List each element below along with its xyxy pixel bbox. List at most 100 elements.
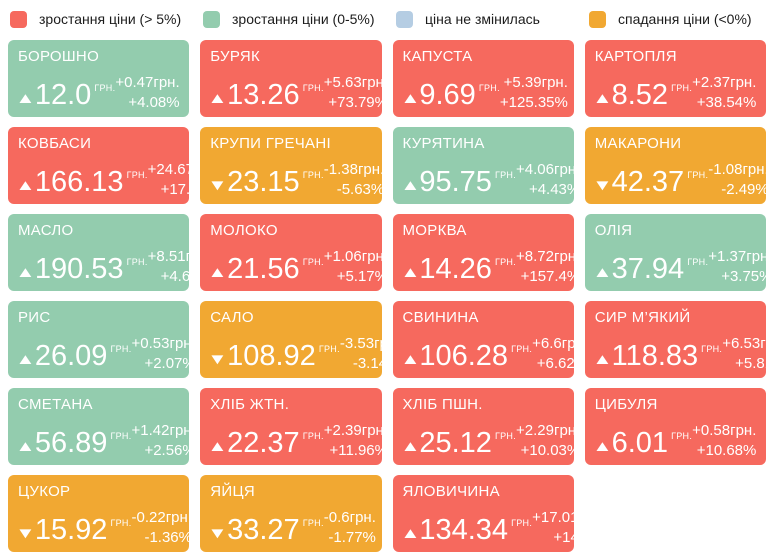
- price-tile[interactable]: ЦИБУЛЯ ▲ 6.01 ГРН. +0.58грн. +10.68%: [584, 388, 766, 465]
- price-change: -0.22грн. -1.36%: [132, 508, 190, 549]
- price-tile[interactable]: РИС ▲ 26.09 ГРН. +0.53грн. +2.07%: [8, 301, 190, 378]
- price-change: +24.67грн. +17.44%: [148, 160, 190, 201]
- price-tile[interactable]: МОЛОКО ▲ 21.56 ГРН. +1.06грн. +5.17%: [200, 214, 382, 291]
- price-change: -1.08грн. -2.49%: [708, 160, 766, 201]
- tile-bottom: ▲ 26.09 ГРН. +0.53грн. +2.07%: [15, 334, 189, 372]
- price-tile[interactable]: БОРОШНО ▲ 12.0 ГРН. +0.47грн. +4.08%: [8, 40, 190, 117]
- change-pct: -1.77%: [328, 528, 376, 546]
- price: ▼ 15.92 ГРН.: [15, 514, 132, 546]
- price: ▲ 118.83 ГРН.: [592, 340, 722, 372]
- price-value: 21.56: [227, 253, 300, 285]
- price-tile[interactable]: СИР М’ЯКИЙ ▲ 118.83 ГРН. +6.53грн. +5.81…: [584, 301, 766, 378]
- tile-bottom: ▲ 118.83 ГРН. +6.53грн. +5.81%: [592, 334, 766, 372]
- currency-label: ГРН.: [671, 83, 693, 93]
- price-tile[interactable]: КУРЯТИНА ▲ 95.75 ГРН. +4.06грн. +4.43%: [392, 127, 574, 204]
- currency-label: ГРН.: [302, 83, 324, 93]
- product-name: СВИНИНА: [402, 309, 479, 326]
- legend-swatch-icon: [203, 10, 220, 28]
- price-tile[interactable]: КРУПИ ГРЕЧАНІ ▼ 23.15 ГРН. -1.38грн. -5.…: [200, 127, 382, 204]
- price-change: +6.53грн. +5.81%: [722, 334, 766, 375]
- currency-label: ГРН.: [110, 518, 132, 528]
- change-uah: +1.06грн.: [323, 247, 382, 265]
- tile-bottom: ▲ 13.26 ГРН. +5.63грн. +73.79%: [207, 73, 382, 111]
- trend-up-arrow-icon: ▲: [15, 350, 36, 368]
- price: ▼ 42.37 ГРН.: [592, 166, 709, 198]
- change-uah: +0.47грн.: [115, 73, 180, 91]
- product-name: КОВБАСИ: [18, 135, 92, 152]
- change-uah: +2.37грн.: [692, 73, 757, 91]
- product-name: СМЕТАНА: [18, 396, 93, 413]
- price-value: 6.01: [611, 427, 669, 459]
- product-name: СИР М’ЯКИЙ: [594, 309, 691, 326]
- trend-up-arrow-icon: ▲: [207, 89, 228, 107]
- price-tile[interactable]: БУРЯК ▲ 13.26 ГРН. +5.63грн. +73.79%: [200, 40, 382, 117]
- tile-bottom: ▲ 166.13 ГРН. +24.67грн. +17.44%: [15, 160, 189, 198]
- tile-bottom: ▲ 190.53 ГРН. +8.51грн. +4.68%: [15, 247, 189, 285]
- price-tile[interactable]: КАРТОПЛЯ ▲ 8.52 ГРН. +2.37грн. +38.54%: [584, 40, 766, 117]
- change-uah: +4.06грн.: [516, 160, 574, 178]
- change-pct: +73.79%: [328, 93, 381, 111]
- change-pct: +2.56%: [144, 441, 189, 459]
- price-tile[interactable]: ХЛІБ ПШН. ▲ 25.12 ГРН. +2.29грн. +10.03%: [392, 388, 574, 465]
- price-change: -1.38грн. -5.63%: [324, 160, 382, 201]
- price-tile[interactable]: СМЕТАНА ▲ 56.89 ГРН. +1.42грн. +2.56%: [8, 388, 190, 465]
- change-uah: +8.72грн.: [516, 247, 574, 265]
- price-tile[interactable]: ЦУКОР ▼ 15.92 ГРН. -0.22грн. -1.36%: [8, 475, 190, 552]
- change-uah: +17.01грн.: [532, 508, 574, 526]
- currency-label: ГРН.: [318, 344, 340, 354]
- price-value: 95.75: [419, 166, 492, 198]
- price-change: -0.6грн. -1.77%: [324, 508, 376, 549]
- change-uah: +1.37грн.: [708, 247, 766, 265]
- tile-bottom: ▼ 108.92 ГРН. -3.53грн. -3.14%: [208, 334, 382, 372]
- change-uah: +1.42грн.: [131, 421, 190, 439]
- price: ▲ 106.28 ГРН.: [400, 342, 533, 371]
- price-change: +5.39грн. +125.35%: [500, 73, 568, 114]
- price-tile[interactable]: МАКАРОНИ ▼ 42.37 ГРН. -1.08грн. -2.49%: [584, 127, 766, 204]
- change-uah: +2.39грн.: [323, 421, 382, 439]
- trend-up-arrow-icon: ▲: [15, 89, 36, 107]
- price-value: 22.37: [227, 427, 300, 459]
- price-tile[interactable]: ХЛІБ ЖТН. ▲ 22.37 ГРН. +2.39грн. +11.96%: [200, 388, 382, 465]
- price: ▼ 23.15 ГРН.: [208, 168, 324, 197]
- change-uah: +5.63грн.: [323, 73, 382, 91]
- tile-bottom: ▲ 22.37 ГРН. +2.39грн. +11.96%: [208, 421, 382, 459]
- tile-bottom: ▲ 14.26 ГРН. +8.72грн. +157.4%: [400, 247, 574, 285]
- price-value: 42.37: [611, 166, 685, 198]
- trend-up-arrow-icon: ▲: [592, 350, 613, 368]
- change-pct: +10.03%: [520, 441, 574, 459]
- change-pct: +5.17%: [336, 267, 382, 285]
- change-pct: +10.68%: [696, 441, 757, 459]
- product-name: МАКАРОНИ: [594, 135, 682, 152]
- product-name: ХЛІБ ПШН.: [402, 396, 483, 413]
- price-tile[interactable]: ЯЛОВИЧИНА ▲ 134.34 ГРН. +17.01грн. +14.5…: [392, 475, 574, 552]
- price: ▲ 26.09 ГРН.: [15, 342, 132, 371]
- change-pct: +11.96%: [329, 441, 381, 459]
- product-name: КАРТОПЛЯ: [594, 48, 677, 65]
- price-value: 108.92: [227, 340, 316, 372]
- price: ▼ 33.27 ГРН.: [208, 516, 324, 545]
- price-change: +1.37грн. +3.75%: [708, 247, 766, 288]
- price-tile[interactable]: МОРКВА ▲ 14.26 ГРН. +8.72грн. +157.4%: [392, 214, 574, 291]
- change-uah: -3.53грн.: [339, 334, 382, 352]
- price-value: 118.83: [611, 340, 699, 372]
- legend-label: зростання ціни (> 5%): [39, 11, 182, 27]
- legend-item: зростання ціни (0-5%): [193, 10, 386, 28]
- price-value: 15.92: [34, 514, 108, 546]
- price-tile[interactable]: СВИНИНА ▲ 106.28 ГРН. +6.6грн. +6.62%: [392, 301, 574, 378]
- legend-swatch-icon: [10, 10, 27, 28]
- price: ▲ 25.12 ГРН.: [400, 429, 517, 458]
- price-tile[interactable]: КОВБАСИ ▲ 166.13 ГРН. +24.67грн. +17.44%: [8, 127, 190, 204]
- price-tile[interactable]: САЛО ▼ 108.92 ГРН. -3.53грн. -3.14%: [200, 301, 382, 378]
- price-tile[interactable]: КАПУСТА ▲ 9.69 ГРН. +5.39грн. +125.35%: [392, 40, 574, 117]
- price: ▲ 9.69 ГРН.: [400, 81, 500, 110]
- currency-label: ГРН.: [302, 518, 324, 528]
- price-tile[interactable]: МАСЛО ▲ 190.53 ГРН. +8.51грн. +4.68%: [8, 214, 190, 291]
- legend-label: зростання ціни (0-5%): [232, 11, 375, 27]
- price-tile[interactable]: ОЛІЯ ▲ 37.94 ГРН. +1.37грн. +3.75%: [584, 214, 766, 291]
- price-tile[interactable]: ЯЙЦЯ ▼ 33.27 ГРН. -0.6грн. -1.77%: [200, 475, 382, 552]
- price-change: +5.63грн. +73.79%: [324, 73, 382, 114]
- product-name: ОЛІЯ: [594, 222, 633, 239]
- legend-item: зростання ціни (> 5%): [0, 10, 193, 28]
- price-change: +17.01грн. +14.5%: [532, 508, 574, 549]
- legend-swatch-icon: [396, 10, 413, 28]
